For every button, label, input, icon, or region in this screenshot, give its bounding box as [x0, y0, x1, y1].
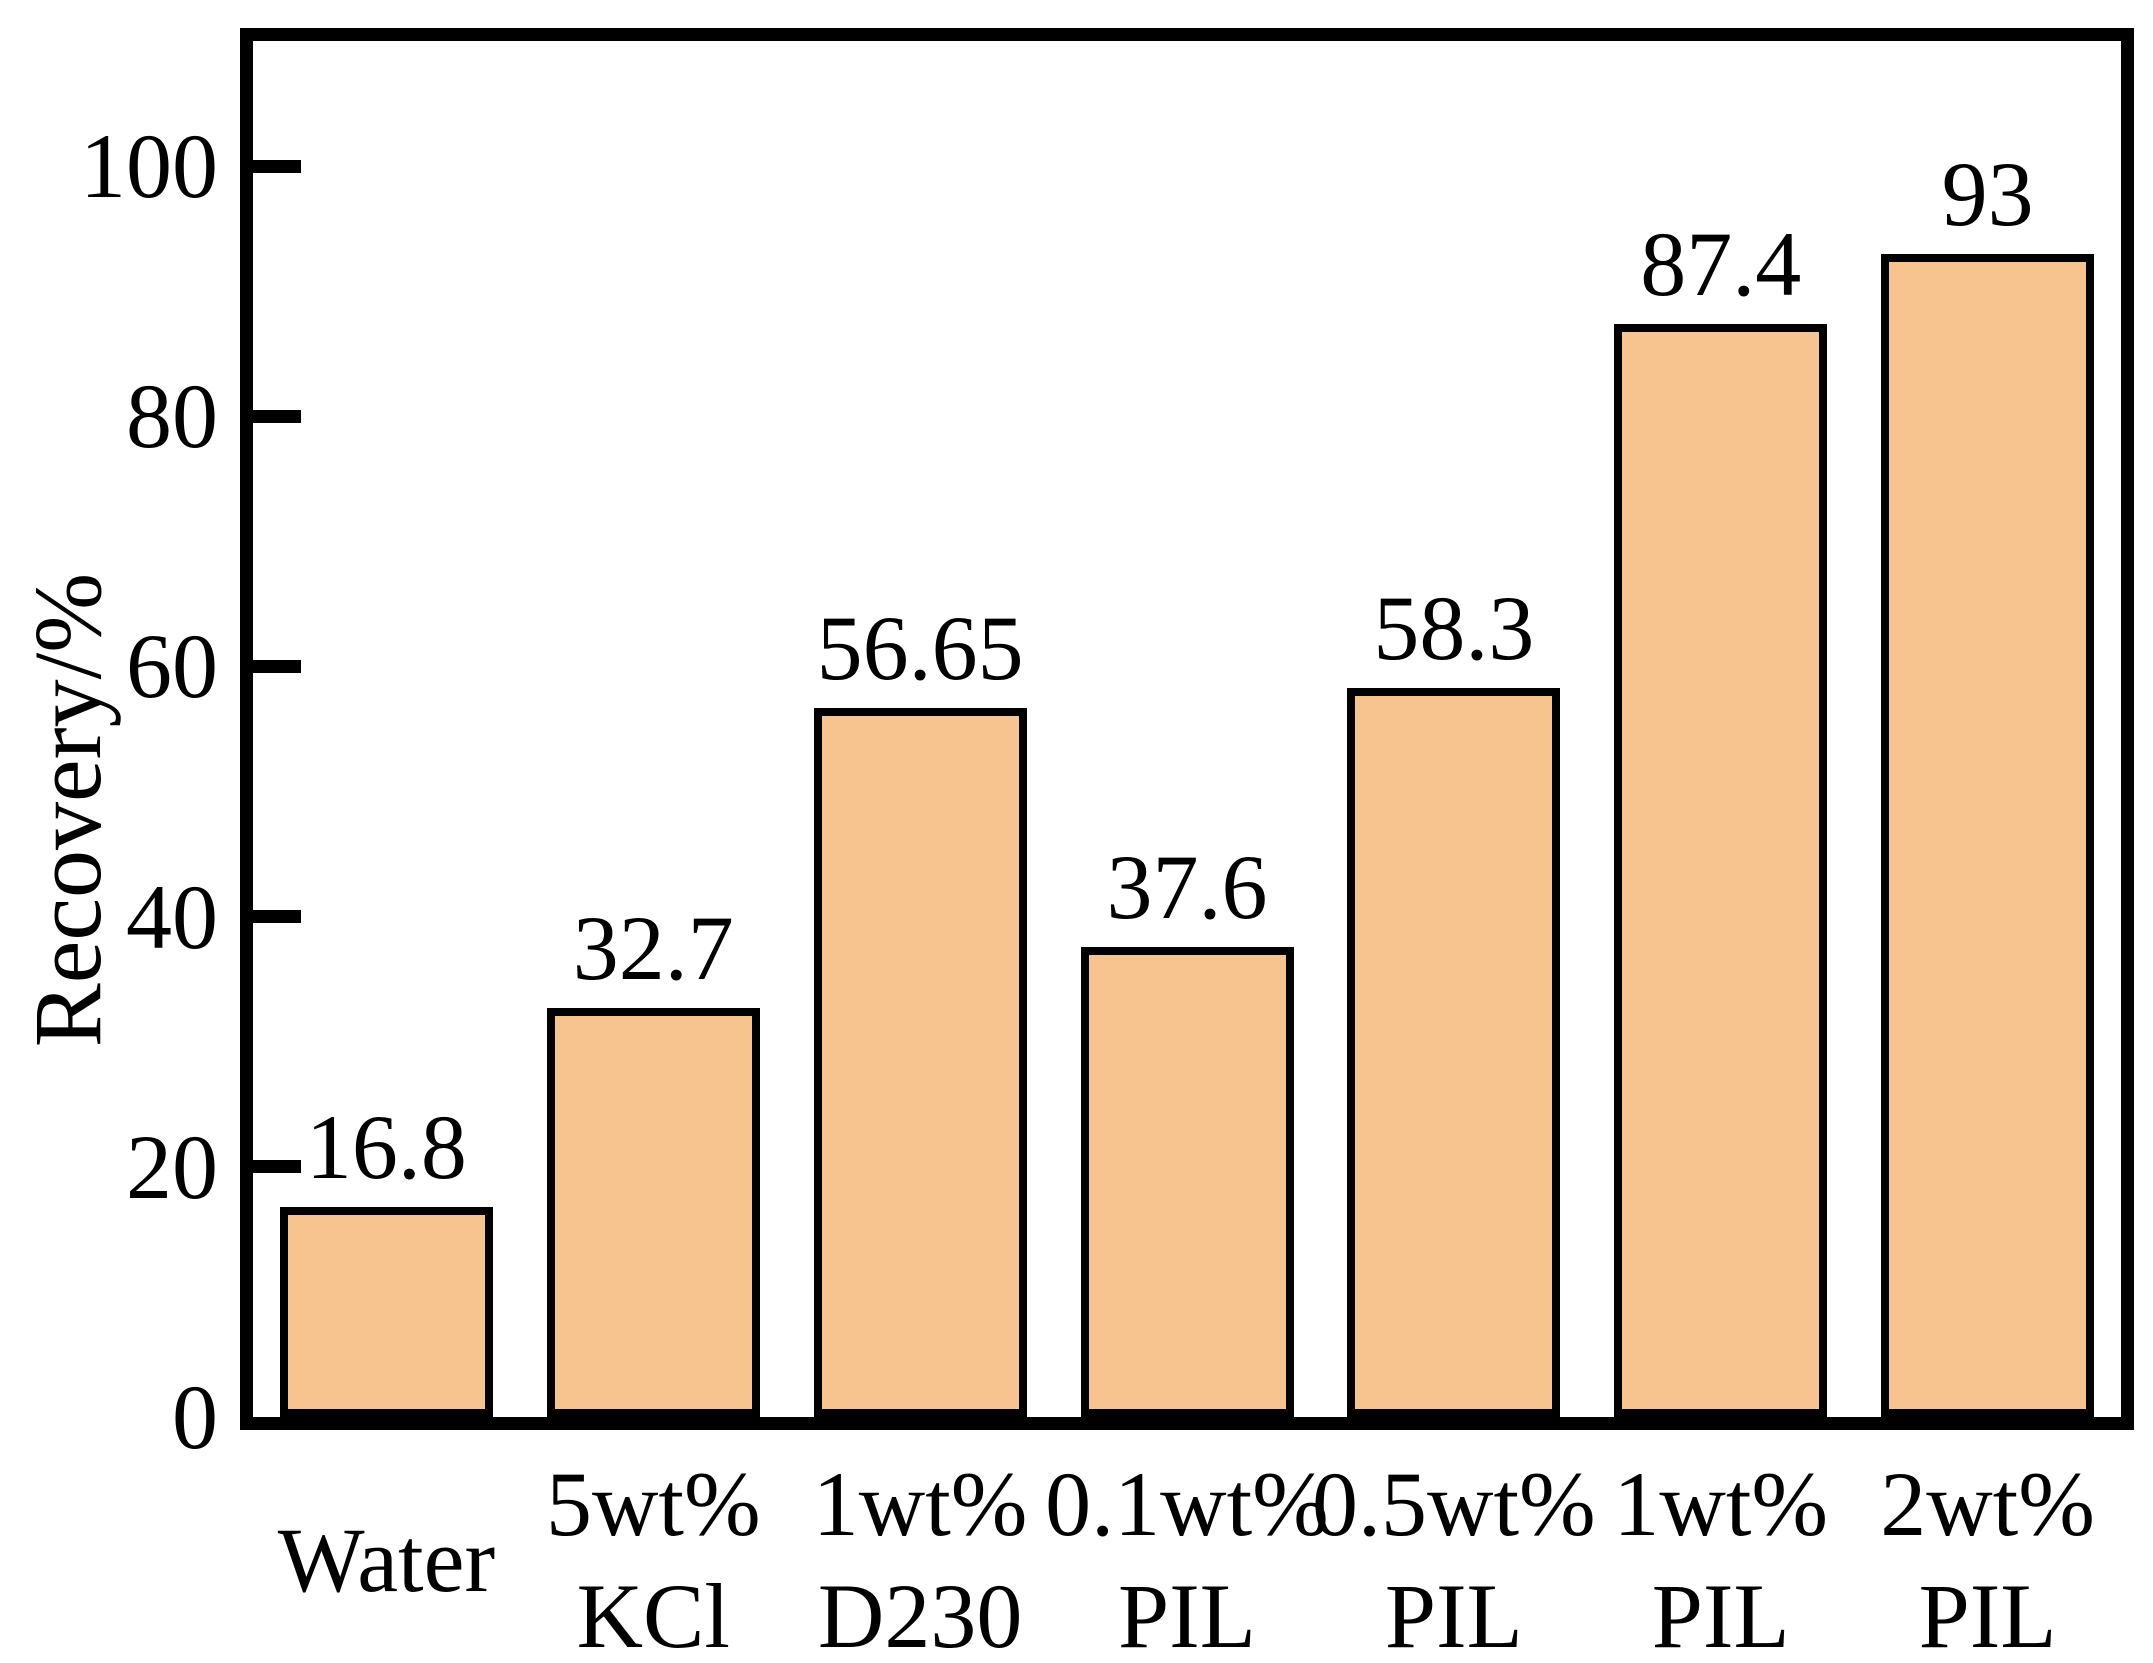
x-category-label-line: 0.1wt%	[1045, 1453, 1329, 1555]
x-category-label: 0.1wt% PIL	[1034, 1446, 1341, 1663]
bar-value-label: 93	[1941, 142, 2034, 245]
x-category-label: 5wt% KCl	[500, 1446, 807, 1663]
y-tick-mark	[253, 159, 301, 173]
bar-value-label: 58.3	[1373, 576, 1535, 679]
bar	[1614, 323, 1828, 1417]
bar	[279, 1206, 493, 1417]
bar	[546, 1007, 760, 1417]
x-category-label-line: 1wt%	[1613, 1453, 1829, 1555]
bar	[1347, 687, 1561, 1417]
y-tick-mark	[253, 409, 301, 423]
y-tick-mark	[253, 910, 301, 924]
x-category-label-line: Water	[277, 1509, 496, 1611]
bar	[1881, 253, 2095, 1417]
y-tick-label: 80	[126, 365, 218, 468]
x-category-label: 1wt% D230	[767, 1446, 1074, 1663]
y-tick-label: 20	[126, 1115, 218, 1218]
x-category-label-line: KCl	[576, 1565, 730, 1663]
y-tick-mark	[253, 659, 301, 673]
y-tick-label: 40	[126, 865, 218, 968]
y-tick-label: 100	[80, 115, 218, 218]
bar-value-label: 56.65	[816, 597, 1024, 700]
bar-value-label: 87.4	[1640, 212, 1802, 315]
x-category-label-line: PIL	[1117, 1565, 1256, 1663]
y-axis-title: Recovery/%	[13, 572, 121, 1048]
bar-value-label: 16.8	[305, 1095, 467, 1198]
bar	[1080, 946, 1294, 1417]
y-tick-label: 0	[172, 1366, 218, 1468]
x-category-label: Water	[233, 1446, 540, 1663]
x-category-label-line: 2wt%	[1880, 1453, 2095, 1555]
y-tick-label: 60	[126, 615, 218, 718]
x-category-label: 1wt% PIL	[1567, 1446, 1874, 1663]
x-category-label-line: PIL	[1918, 1565, 2057, 1663]
x-category-label-line: 5wt%	[545, 1453, 761, 1555]
bar-value-label: 32.7	[572, 896, 734, 999]
bar-value-label: 37.6	[1106, 835, 1268, 938]
x-category-label-line: 1wt%	[812, 1453, 1028, 1555]
x-category-label: 0.5wt% PIL	[1300, 1446, 1607, 1663]
y-tick-mark	[253, 1160, 301, 1174]
x-category-label-line: 0.5wt%	[1312, 1453, 1596, 1555]
x-category-label-line: PIL	[1651, 1565, 1790, 1663]
bar	[813, 708, 1027, 1417]
x-category-label: 2wt% PIL	[1834, 1446, 2141, 1663]
x-category-label-line: D230	[817, 1565, 1023, 1663]
x-category-label-line: PIL	[1384, 1565, 1523, 1663]
